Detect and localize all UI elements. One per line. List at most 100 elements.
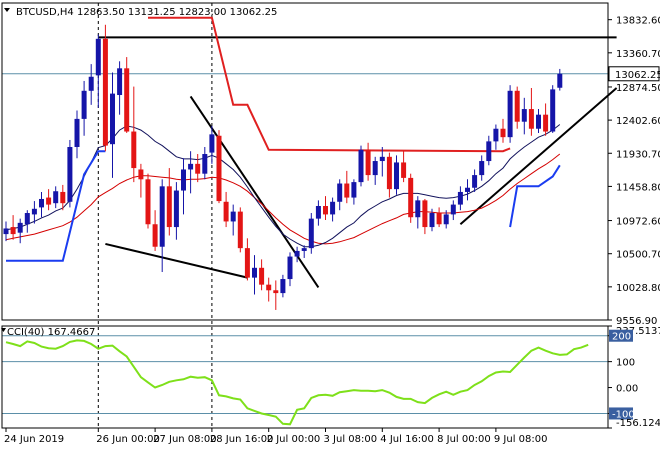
candle-66 — [472, 169, 478, 192]
time-tick-label-2: 27 Jun 08:00 — [153, 434, 217, 445]
candle-34 — [244, 238, 250, 281]
candle-body-3 — [24, 213, 30, 225]
candle-body-45 — [323, 205, 328, 215]
candle-body-53 — [379, 156, 385, 162]
candle-1 — [10, 215, 16, 240]
current-price-box — [608, 66, 660, 82]
candle-69 — [493, 124, 499, 150]
candle-body-46 — [330, 201, 336, 215]
candle-body-59 — [422, 200, 428, 228]
candle-30 — [216, 130, 222, 204]
candle-body-33 — [237, 211, 243, 249]
candle-42 — [301, 245, 307, 258]
time-tick-label-1: 26 Jun 00:00 — [96, 434, 160, 445]
cci-tick-label-4: -100 — [612, 409, 635, 420]
candle-20 — [145, 173, 151, 229]
candle-49 — [351, 179, 357, 205]
candle-body-18 — [131, 131, 137, 169]
candle-body-51 — [365, 149, 371, 176]
candle-body-62 — [443, 214, 449, 225]
cci-menu-icon[interactable] — [1, 328, 6, 332]
candle-body-64 — [457, 191, 463, 205]
price-tick-label-3: 12402.60 — [616, 116, 660, 127]
candle-body-78 — [557, 73, 563, 88]
candle-body-60 — [429, 213, 435, 228]
candle-74 — [528, 87, 534, 136]
window-menu-icon[interactable] — [4, 8, 10, 12]
candle-body-55 — [394, 162, 399, 190]
candle-body-17 — [124, 68, 130, 132]
candle-38 — [273, 280, 279, 310]
cci-tick-label-1: 200 — [612, 332, 631, 343]
cci-tick-label-3: 0.00 — [616, 384, 638, 395]
candle-25 — [181, 158, 186, 215]
candlestick-series — [3, 24, 563, 310]
candle-body-38 — [273, 290, 279, 294]
price-tick-label-7: 10500.70 — [616, 250, 660, 261]
candle-body-12 — [88, 76, 94, 91]
time-tick-label-5: 3 Jul 08:00 — [324, 434, 378, 445]
candle-41 — [294, 246, 300, 263]
current-price-label: 13062.25 — [615, 70, 660, 81]
candle-body-19 — [138, 169, 144, 180]
candle-77 — [550, 85, 556, 133]
candle-body-54 — [386, 156, 392, 190]
candle-body-65 — [465, 187, 470, 192]
time-tick-label-0: 24 Jun 2019 — [4, 434, 64, 445]
candle-body-21 — [152, 224, 158, 247]
price-tick-label-5: 11458.80 — [616, 182, 660, 193]
candle-body-0 — [3, 228, 9, 235]
candle-body-20 — [145, 179, 151, 225]
candle-body-50 — [358, 149, 364, 183]
candle-body-75 — [536, 114, 541, 129]
candle-58 — [415, 196, 421, 229]
candle-body-28 — [202, 154, 208, 174]
candle-body-11 — [81, 90, 87, 119]
candle-body-30 — [216, 135, 222, 202]
price-axis: 13832.60 13360.70 12874.50 12402.60 11930.70… — [608, 16, 660, 327]
candle-body-37 — [266, 284, 272, 291]
candle-body-67 — [479, 161, 485, 176]
candle-57 — [408, 173, 414, 223]
price-tick-label-9: 9556.90 — [616, 316, 657, 327]
candle-37 — [266, 277, 272, 302]
candle-6 — [46, 189, 52, 211]
panel-frames — [1, 2, 609, 429]
grid-lines — [97, 3, 213, 428]
candle-50 — [358, 145, 364, 187]
time-tick-label-8: 9 Jul 08:00 — [494, 434, 548, 445]
candle-5 — [39, 191, 44, 218]
cci-tick-label-2: 100 — [616, 358, 635, 369]
candle-0 — [3, 221, 9, 242]
cci-panel-frame — [1, 325, 609, 429]
trend-line-1 — [105, 242, 248, 279]
candle-70 — [500, 118, 506, 143]
candle-61 — [436, 207, 442, 228]
candle-78 — [557, 68, 563, 91]
candle-body-44 — [315, 205, 321, 219]
candle-31 — [223, 191, 229, 228]
candle-body-5 — [39, 198, 44, 208]
candle-body-27 — [195, 163, 201, 174]
candle-body-26 — [188, 163, 194, 170]
candle-44 — [315, 200, 321, 226]
time-tick-label-7: 8 Jul 00:00 — [437, 434, 491, 445]
candle-32 — [230, 204, 236, 236]
candle-48 — [344, 170, 350, 204]
candle-54 — [386, 152, 392, 198]
candle-47 — [337, 179, 343, 211]
candle-53 — [379, 146, 385, 177]
stop-line-blue-1 — [6, 150, 106, 262]
cci-level-lines — [2, 73, 608, 414]
candle-8 — [60, 184, 66, 211]
stop-line-red — [148, 16, 511, 153]
candle-12 — [88, 64, 94, 105]
cci-level-box-4 — [609, 407, 633, 420]
candle-52 — [372, 156, 378, 185]
candle-body-72 — [514, 90, 520, 122]
cci-tick-label-0: 237.5137 — [616, 326, 660, 337]
candle-body-41 — [294, 250, 300, 257]
